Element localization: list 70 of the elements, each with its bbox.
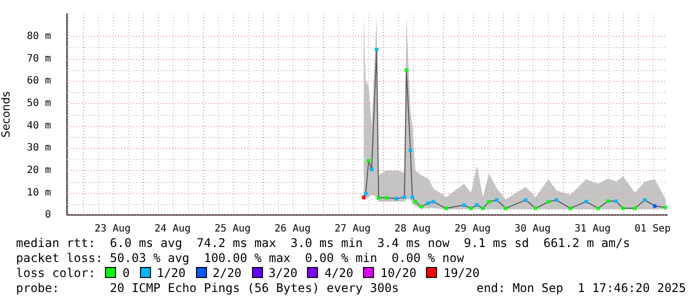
point [410,195,414,199]
legend-label: 1/20 [156,266,186,280]
point [524,198,528,202]
point [621,206,625,210]
y-axis-title: Seconds [0,91,12,138]
x-tick-label: 26 Aug [274,224,311,235]
x-tick-label: 01 Sep [634,224,671,235]
point [408,148,412,152]
point [364,192,368,196]
point [504,206,508,210]
y-tick-label: 40 m [26,120,51,132]
point [384,196,388,200]
text: end: Mon Sep 1 17:46:20 2025 [476,281,686,296]
point [366,158,370,162]
y-tick-label: 0 [44,210,51,221]
x-tick-label: 25 Aug [214,224,251,235]
y-tick-label: 80 m [26,30,51,42]
x-tick-label: 30 Aug [514,224,551,235]
x-tick-label: 23 Aug [94,224,131,235]
text: loss color: [16,266,96,280]
point [469,206,473,210]
point [568,206,572,210]
point [664,206,667,210]
point [481,206,485,210]
legend-label: 19/20 [443,266,480,280]
y-tick-label: 50 m [26,98,51,109]
y-tick-label: 30 m [26,142,51,154]
x-tick-label: 27 Aug [334,224,371,235]
text: packet loss: 50.03 % avg 100.00 % max 0.00 % min 0.00 % now [16,251,464,265]
point [444,206,448,210]
point [534,206,538,210]
point [402,195,406,199]
point [374,48,378,52]
x-tick-label: 31 Aug [574,224,611,235]
y-tick-label: 70 m [26,53,51,64]
point [420,204,424,209]
point [614,199,618,203]
point [462,203,466,207]
point [362,196,366,200]
point [404,68,408,72]
point [546,200,550,204]
legend-label: 0 [122,266,130,280]
legend-label: 3/20 [268,266,298,280]
point [431,200,436,204]
point [495,198,499,202]
point [487,200,491,204]
point [394,196,398,200]
legend-label: 4/20 [324,266,354,280]
legend-label: 10/20 [380,266,416,280]
text: probe: 20 ICMP Echo Pings (56 Bytes) every 300s [16,281,399,295]
point [596,206,600,210]
point [370,168,374,172]
point [414,200,418,204]
y-tick-label: 20 m [26,164,51,176]
point [376,196,380,200]
point [584,200,588,204]
point [475,203,479,207]
point [554,198,558,202]
y-tick-label: 10 m [26,187,51,198]
point [633,206,637,210]
x-tick-label: 24 Aug [154,224,191,235]
y-tick-label: 60 m [26,76,51,87]
text: median rtt: 6.0 ms avg 74.2 ms max 3.0 ms min 3.4 ms now 9.1 ms sd 661.2 m am/s [16,236,630,250]
point [643,198,647,202]
x-tick-label: 28 Aug [394,224,431,235]
point [606,199,610,203]
point [426,201,430,205]
point [653,204,657,208]
x-tick-label: 29 Aug [454,224,491,235]
legend-label: 2/20 [212,266,242,280]
